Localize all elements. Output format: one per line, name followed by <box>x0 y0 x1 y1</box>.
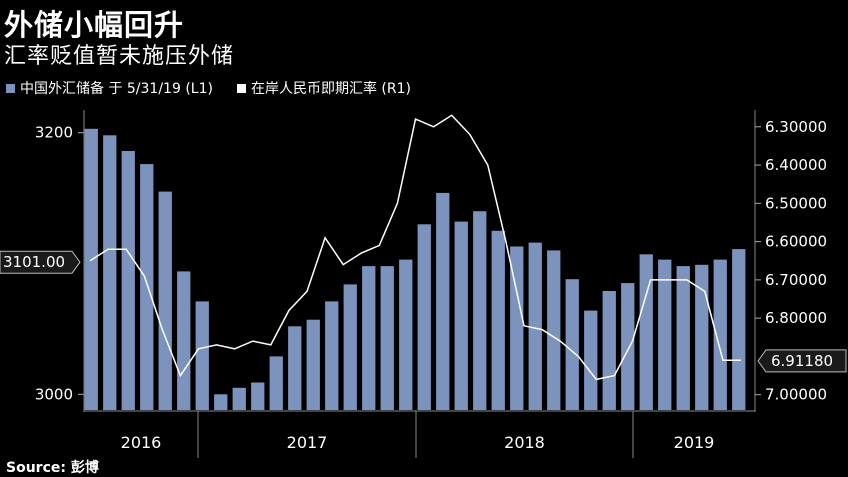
bar-fx-reserves <box>639 254 653 410</box>
right-tick-label: 6.40000 <box>765 156 827 174</box>
bar-fx-reserves <box>454 221 468 410</box>
bar-fx-reserves <box>269 356 283 410</box>
bar-fx-reserves <box>306 319 320 410</box>
legend-label-fx-reserves: 中国外汇储备 于 5/31/19 (L1) <box>20 81 213 97</box>
right-tick-label: 6.80000 <box>765 309 827 327</box>
year-label: 2019 <box>674 433 715 452</box>
bar-fx-reserves <box>103 135 117 411</box>
bar-fx-reserves <box>288 326 302 410</box>
chart-subtitle: 汇率贬值暂未施压外储 <box>4 44 235 69</box>
bar-fx-reserves <box>399 259 413 410</box>
bar-fx-reserves <box>547 250 561 410</box>
bar-fx-reserves <box>158 191 172 410</box>
left-last-value-marker <box>0 250 81 274</box>
year-label: 2016 <box>121 433 162 452</box>
bar-fx-reserves <box>140 164 154 410</box>
year-label: 2018 <box>504 433 545 452</box>
right-tick-label: 6.50000 <box>765 194 827 212</box>
bar-fx-reserves <box>732 249 746 410</box>
legend-item-fx-reserves: 中国外汇储备 于 5/31/19 (L1) <box>6 78 213 98</box>
bar-fx-reserves <box>362 266 376 410</box>
bar-fx-reserves <box>528 242 542 410</box>
legend-label-cny-rate: 在岸人民币即期汇率 (R1) <box>250 81 411 97</box>
bar-fx-reserves <box>232 387 246 410</box>
bar-fx-reserves <box>584 310 598 410</box>
bar-fx-reserves <box>343 284 357 410</box>
legend-item-cny-rate: 在岸人民币即期汇率 (R1) <box>236 78 411 98</box>
bar-fx-reserves <box>602 291 616 410</box>
bar-fx-reserves <box>491 230 505 410</box>
bar-fx-reserves <box>380 266 394 410</box>
bar-fx-reserves <box>436 192 450 410</box>
bar-fx-reserves <box>695 264 709 410</box>
bar-fx-reserves <box>251 382 265 410</box>
bar-fx-reserves <box>658 259 672 410</box>
legend: 中国外汇储备 于 5/31/19 (L1) 在岸人民币即期汇率 (R1) <box>6 78 411 98</box>
source-note: Source: 彭博 <box>6 460 99 476</box>
right-tick-label: 6.70000 <box>765 271 827 289</box>
bar-fx-reserves <box>177 271 191 410</box>
bar-fx-reserves <box>713 259 727 410</box>
left-tick-label: 3200 <box>35 124 73 142</box>
bar-fx-reserves <box>473 211 487 410</box>
left-last-value-label: 3101.00 <box>3 253 65 271</box>
bar-fx-reserves <box>565 279 579 410</box>
right-tick-label: 7.00000 <box>765 386 827 404</box>
bar-fx-reserves <box>676 266 690 410</box>
right-tick-label: 6.30000 <box>765 118 827 136</box>
bar-fx-reserves <box>510 246 524 410</box>
left-tick-label: 3000 <box>35 385 73 403</box>
bar-fx-reserves <box>621 283 635 410</box>
chart-title: 外储小幅回升 <box>4 8 185 42</box>
line-cny-rate <box>89 114 741 381</box>
year-label: 2017 <box>287 433 328 452</box>
bar-fx-reserves <box>121 151 135 410</box>
right-last-value-marker <box>757 349 847 373</box>
right-tick-label: 6.60000 <box>765 233 827 251</box>
bar-fx-reserves <box>417 224 431 410</box>
bar-fx-reserves <box>325 301 339 410</box>
bar-fx-reserves <box>214 394 228 410</box>
legend-swatch-fx-reserves <box>6 83 15 93</box>
legend-swatch-cny-rate <box>236 83 246 93</box>
bar-fx-reserves <box>195 301 209 410</box>
right-last-value-label: 6.91180 <box>771 352 833 370</box>
bar-fx-reserves <box>84 128 98 411</box>
